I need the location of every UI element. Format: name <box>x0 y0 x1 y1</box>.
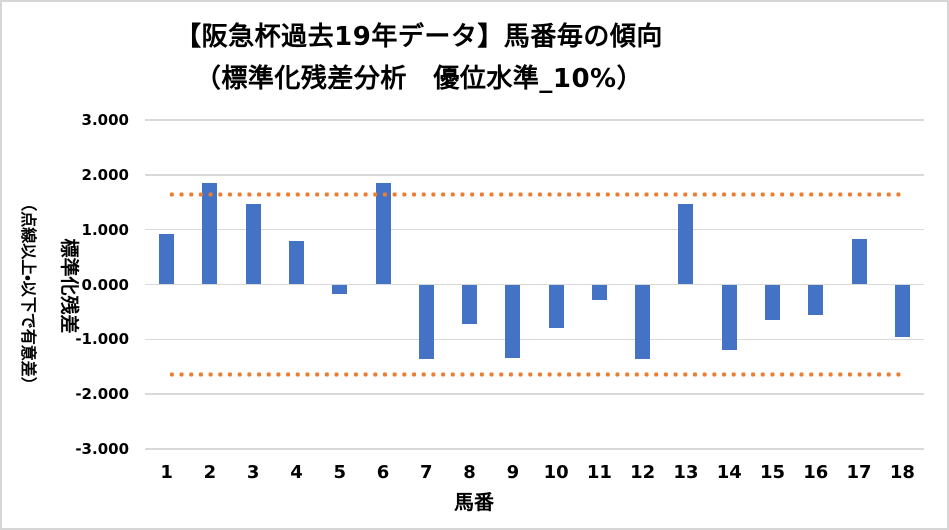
x-axis-tick-label: 10 <box>543 462 569 483</box>
y-axis-tick-label: 1.000 <box>81 220 129 239</box>
y-axis-tick-label: 0.000 <box>81 275 129 294</box>
bar-horse-8 <box>462 284 478 324</box>
y-axis-tick-label: -3.000 <box>75 440 129 458</box>
bar-horse-9 <box>505 284 521 358</box>
x-axis-ticks: 1 2 3 4 5 6 7 8 9 10 11 12 13 14 15 16 17 18 <box>145 460 924 486</box>
bar-horse-1 <box>159 234 175 285</box>
bar-horse-18 <box>894 284 910 337</box>
chart-title: 【阪急杯過去19年データ】馬番毎の傾向 <box>175 22 663 52</box>
x-axis-tick-label: 17 <box>846 462 872 483</box>
bar-horse-17 <box>851 238 867 285</box>
bar-horse-10 <box>548 284 564 328</box>
bar-horse-15 <box>765 284 781 321</box>
y-axis-tick-label: -2.000 <box>75 385 129 404</box>
y-axis-tick-label: -1.000 <box>75 330 129 349</box>
gridline <box>145 174 924 176</box>
gridline <box>145 448 924 450</box>
bar-horse-16 <box>808 284 824 315</box>
x-axis-tick-label: 3 <box>246 462 260 483</box>
bar-horse-3 <box>245 203 261 285</box>
x-axis-tick-label: 13 <box>673 462 699 483</box>
chart-subtitle: （標準化残差分析 優位水準_10%） <box>194 64 644 94</box>
chart-title-block: 【阪急杯過去19年データ】馬番毎の傾向 （標準化残差分析 優位水準_10%） <box>19 16 819 100</box>
y-axis-tick-label: 2.000 <box>81 165 129 184</box>
x-axis-tick-label: 9 <box>506 462 520 483</box>
x-axis-tick-label: 1 <box>160 462 173 483</box>
x-axis-tick-label: 14 <box>716 462 742 483</box>
x-axis-tick-label: 16 <box>803 462 829 483</box>
x-axis-title: 馬番 <box>454 490 494 514</box>
x-axis-tick-label: 7 <box>420 462 433 483</box>
x-axis-tick-label: 12 <box>630 462 656 483</box>
gridline <box>145 283 924 286</box>
gridline <box>145 338 924 341</box>
bar-horse-5 <box>332 284 348 295</box>
gridline <box>145 228 924 231</box>
upper-significance-dotted-line <box>166 191 903 197</box>
plot-area <box>145 119 924 450</box>
y-axis-tick-label: 3.000 <box>81 111 129 129</box>
bar-horse-14 <box>721 284 737 350</box>
x-axis-tick-label: 4 <box>290 462 303 483</box>
bar-horse-4 <box>288 241 304 285</box>
gridline <box>145 393 924 395</box>
x-axis-tick-label: 5 <box>333 462 346 483</box>
x-axis-tick-label: 2 <box>203 462 217 483</box>
x-axis-tick-label: 8 <box>463 462 476 483</box>
lower-significance-dotted-line <box>166 372 903 378</box>
x-axis-tick-label: 6 <box>376 462 390 483</box>
y-axis-ticks: 3.000 2.000 1.000 0.000 -1.000 -2.000 -3.000 <box>59 111 129 458</box>
x-axis-tick-label: 11 <box>586 462 612 483</box>
bar-horse-6 <box>375 182 391 285</box>
x-axis-tick-label: 18 <box>889 462 915 483</box>
bar-horse-11 <box>591 284 607 300</box>
x-axis-tick-label: 15 <box>759 462 786 483</box>
bar-horse-13 <box>678 204 694 285</box>
bar-horse-2 <box>202 182 218 285</box>
gridline <box>145 119 924 121</box>
bar-horse-12 <box>635 284 651 359</box>
y-axis-title-note: （点線以上・以下で有意差） <box>19 195 38 393</box>
bar-horse-7 <box>418 284 434 360</box>
